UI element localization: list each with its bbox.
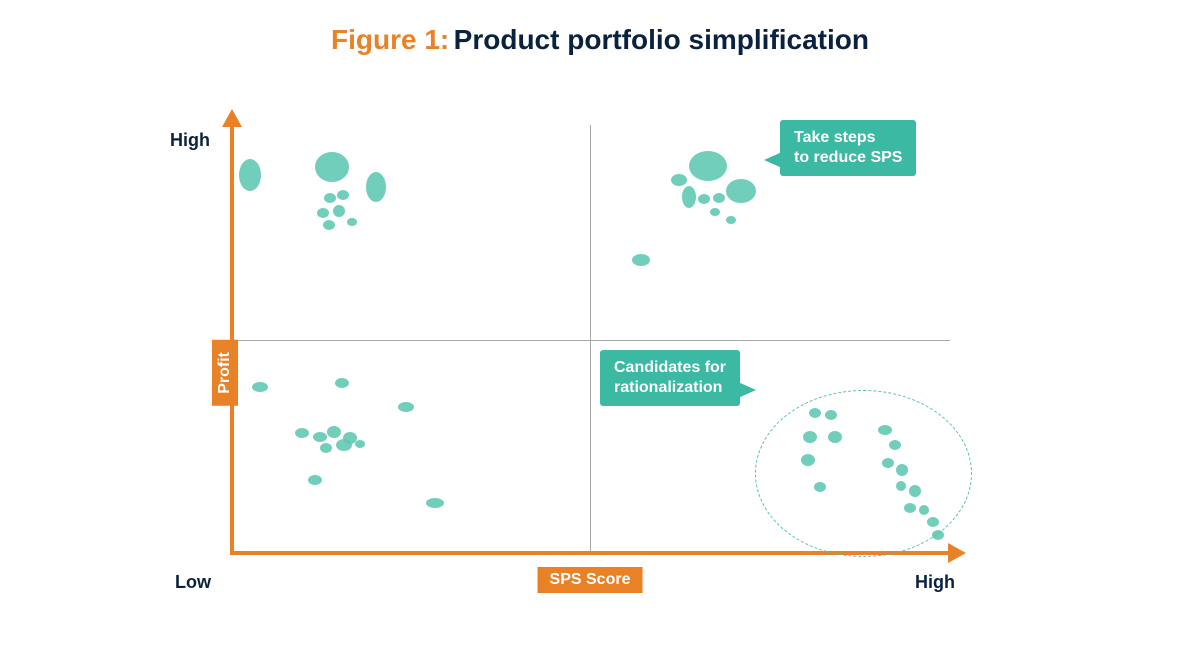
- bubble-point: [682, 186, 696, 208]
- callout-rationalization: Candidates for rationalization: [600, 350, 740, 406]
- bubble-point: [698, 194, 710, 204]
- bubble-point: [320, 443, 332, 453]
- bubble-point: [315, 152, 349, 182]
- bubble-point: [713, 193, 725, 203]
- callout-reduce-sps: Take steps to reduce SPS: [780, 120, 916, 176]
- bubble-point: [239, 159, 261, 191]
- bubble-point: [333, 205, 345, 217]
- bubble-point: [347, 218, 357, 226]
- bubble-point: [726, 179, 756, 203]
- x-axis-arrow-icon: [948, 543, 966, 563]
- callout-text-line: Candidates for: [614, 359, 726, 376]
- callout-tail-icon: [738, 382, 756, 398]
- title-prefix: Figure 1:: [331, 24, 449, 55]
- bubble-point: [426, 498, 444, 508]
- bubble-point: [398, 402, 414, 412]
- bubble-point: [327, 426, 341, 438]
- bubble-point: [323, 220, 335, 230]
- x-axis-high-label: High: [915, 572, 955, 593]
- scatter-quadrant-chart: Take steps to reduce SPS Candidates for …: [230, 125, 950, 555]
- bubble-point: [689, 151, 727, 181]
- x-axis-label: SPS Score: [538, 567, 643, 593]
- bubble-point: [710, 208, 720, 216]
- bubble-point: [308, 475, 322, 485]
- bubble-point: [355, 440, 365, 448]
- bubble-point: [671, 174, 687, 186]
- bubble-point: [313, 432, 327, 442]
- chart-title: Figure 1: Product portfolio simplificati…: [0, 24, 1200, 56]
- y-axis-label: Profit: [212, 340, 238, 406]
- bubble-point: [324, 193, 336, 203]
- bubble-point: [252, 382, 268, 392]
- bubble-point: [366, 172, 386, 202]
- bubble-point: [726, 216, 736, 224]
- axis-low-label: Low: [175, 572, 211, 593]
- callout-text-line: rationalization: [614, 379, 722, 396]
- highlight-dashed-ellipse: [755, 390, 972, 557]
- bubble-point: [632, 254, 650, 266]
- y-axis-high-label: High: [170, 130, 210, 151]
- callout-tail-icon: [764, 152, 782, 168]
- bubble-point: [317, 208, 329, 218]
- bubble-point: [337, 190, 349, 200]
- bubble-point: [295, 428, 309, 438]
- title-text: Product portfolio simplification: [454, 24, 869, 55]
- bubble-point: [335, 378, 349, 388]
- callout-text-line: to reduce SPS: [794, 149, 902, 166]
- bubble-point: [336, 439, 352, 451]
- callout-text-line: Take steps: [794, 129, 876, 146]
